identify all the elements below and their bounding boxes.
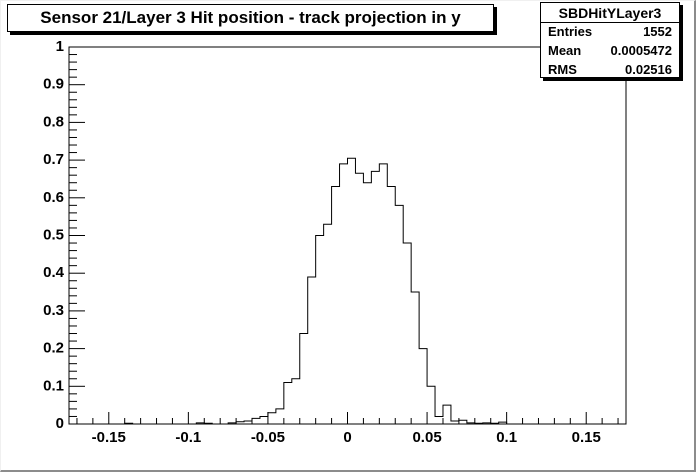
y-tick-label: 0.7 — [43, 151, 64, 168]
x-tick-label: -0.05 — [251, 429, 285, 446]
histogram-bin — [387, 186, 395, 424]
y-tick-label: 0.8 — [43, 113, 64, 130]
histogram-bin — [459, 420, 467, 424]
histogram-bin — [403, 243, 411, 424]
histogram-bin — [363, 183, 371, 424]
histogram-bin — [451, 421, 459, 424]
x-tick-label: -0.1 — [175, 429, 201, 446]
histogram-bin — [395, 205, 403, 424]
histogram-bin — [411, 292, 419, 424]
histogram-bin — [499, 422, 507, 424]
histogram-bin — [379, 164, 387, 424]
histogram-bin — [419, 349, 427, 424]
histogram-bin — [467, 423, 475, 424]
histogram-bin — [348, 158, 356, 424]
histogram-bin — [316, 236, 324, 425]
y-tick-label: 0.5 — [43, 226, 64, 243]
y-tick-label: 0.3 — [43, 302, 64, 319]
stats-name: SBDHitYLayer3 — [541, 3, 679, 23]
y-tick-label: 0.4 — [43, 264, 65, 281]
histogram-bin — [371, 171, 379, 424]
x-tick-label: 0.1 — [496, 429, 517, 446]
histogram-bin — [244, 421, 252, 424]
stats-box: SBDHitYLayer3 Entries 1552 Mean 0.000547… — [540, 2, 680, 78]
histogram-bin — [491, 423, 499, 424]
histogram-bin — [443, 405, 451, 424]
histogram-bin — [284, 383, 292, 424]
y-tick-label: 0 — [56, 415, 64, 432]
histogram-bin — [308, 277, 316, 424]
histogram-bin — [340, 164, 348, 424]
histogram-bin — [355, 173, 363, 424]
histogram-bin — [268, 413, 276, 424]
histogram-bin — [324, 224, 332, 424]
y-tick-label: 0.9 — [43, 76, 64, 93]
y-tick-label: 0.1 — [43, 377, 64, 394]
histogram-bin — [292, 379, 300, 424]
stats-value-rms: 0.02516 — [625, 62, 672, 77]
chart-title: Sensor 21/Layer 3 Hit position - track p… — [40, 8, 461, 27]
stats-value-entries: 1552 — [643, 24, 672, 39]
histogram-bin — [125, 423, 133, 424]
plot-frame — [68, 46, 627, 425]
stats-label-entries: Entries — [548, 24, 593, 39]
histogram-bin — [300, 334, 308, 424]
x-tick-label: 0.05 — [412, 429, 441, 446]
histogram-bin — [483, 423, 491, 424]
histogram-bin — [332, 186, 340, 424]
histogram-bin — [204, 423, 212, 424]
x-tick-label: -0.15 — [92, 429, 126, 446]
stats-row-mean: Mean 0.0005472 — [541, 41, 679, 60]
histogram-bin — [228, 423, 236, 424]
stats-label-rms: RMS — [548, 62, 577, 77]
histogram-bin — [260, 416, 268, 424]
x-tick-label: 0.15 — [572, 429, 601, 446]
stats-row-rms: RMS 0.02516 — [541, 60, 679, 79]
histogram-bin — [236, 422, 244, 424]
stats-label-mean: Mean — [548, 43, 582, 58]
histogram-bin — [252, 418, 260, 424]
histogram-bin — [435, 416, 443, 424]
histogram-bin — [475, 423, 483, 424]
histogram-bin — [276, 409, 284, 424]
y-tick-label: 0.2 — [43, 340, 64, 357]
title-box: Sensor 21/Layer 3 Hit position - track p… — [7, 4, 494, 32]
histogram-bin — [196, 423, 204, 424]
x-tick-label: 0 — [343, 429, 351, 446]
stats-value-mean: 0.0005472 — [610, 43, 672, 58]
histogram-bin — [427, 386, 435, 424]
y-tick-label: 1 — [56, 38, 64, 55]
histogram-outline — [69, 157, 626, 425]
y-tick-label: 0.6 — [43, 189, 64, 206]
stats-row-entries: Entries 1552 — [541, 22, 679, 41]
